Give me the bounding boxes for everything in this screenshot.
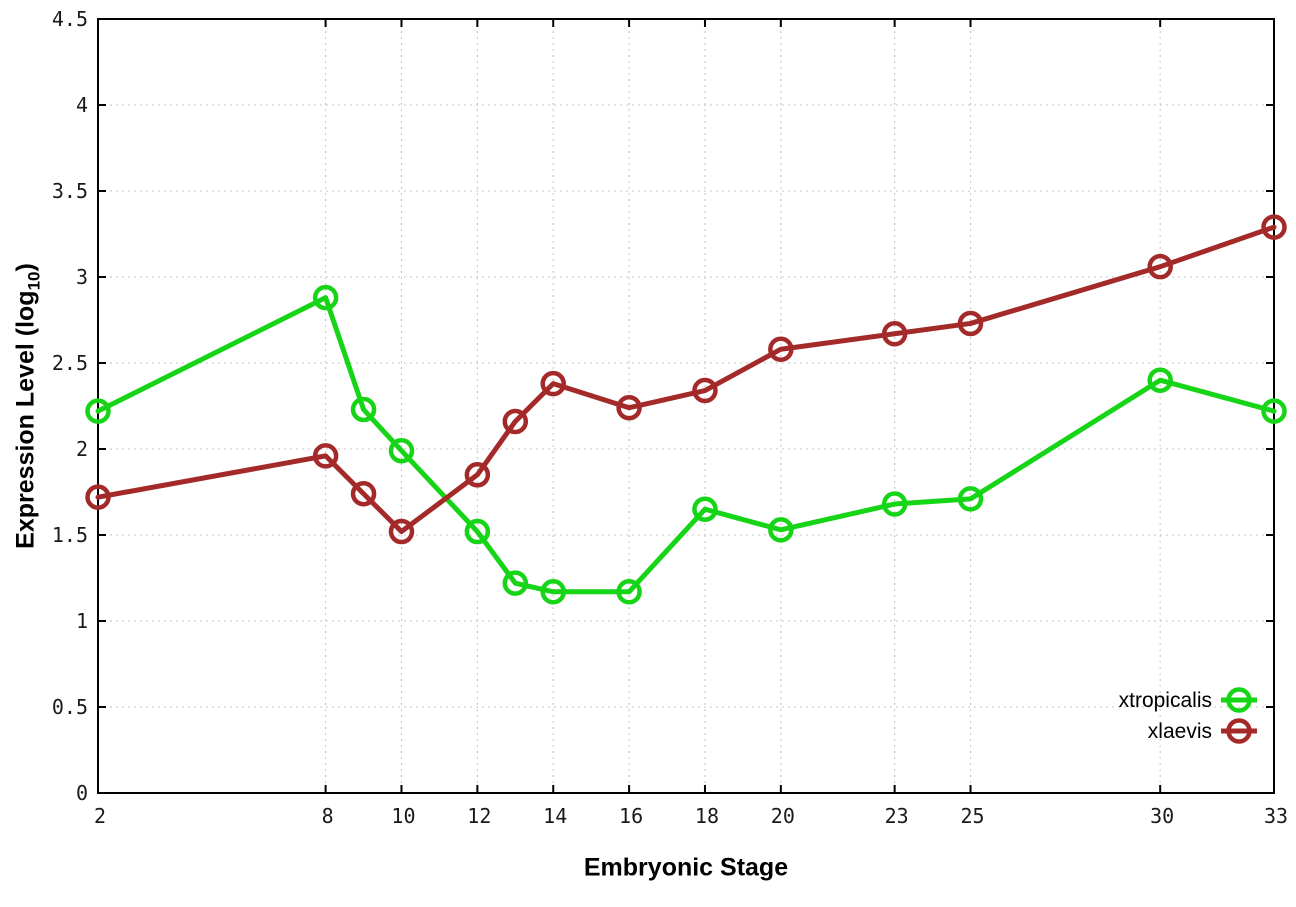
plot-border: [97, 18, 1275, 794]
data-point-xtropicalis: [881, 491, 908, 517]
data-point-xtropicalis: [502, 570, 529, 596]
data-point-xtropicalis: [616, 579, 642, 605]
x-tick-label: 33: [1264, 804, 1288, 828]
data-point-xtropicalis: [957, 486, 984, 512]
legend-label-xtropicalis: xtropicalis: [1119, 689, 1212, 712]
y-axis-title: Expression Level (log10): [11, 263, 44, 549]
x-tick-label: 14: [543, 804, 567, 828]
data-point-xlaevis: [464, 462, 491, 488]
y-axis-title-text: Expression Level (log: [11, 290, 40, 549]
y-tick-label: 1.5: [52, 523, 88, 547]
data-point-xlaevis: [1261, 214, 1287, 240]
data-point-xtropicalis: [312, 284, 339, 311]
x-axis-title: Embryonic Stage: [583, 853, 789, 882]
y-tick-label: 3: [76, 265, 88, 289]
data-point-xtropicalis: [1147, 367, 1173, 393]
x-tick-label: 18: [695, 804, 719, 828]
data-point-xtropicalis: [768, 517, 794, 543]
y-tick-label: 3.5: [52, 179, 88, 203]
data-point-xlaevis: [502, 408, 529, 435]
data-point-xtropicalis: [1261, 398, 1287, 424]
series-line-xlaevis: [95, 224, 1277, 535]
data-point-xtropicalis: [85, 398, 111, 424]
x-tick-label: 8: [322, 804, 334, 828]
y-tick-label: 4: [76, 93, 88, 117]
legend-marker-xlaevis: [1226, 718, 1252, 744]
legend-label-xlaevis: xlaevis: [1148, 720, 1212, 743]
data-point-xlaevis: [768, 336, 794, 362]
x-tick-label: 20: [771, 804, 795, 828]
data-point-xtropicalis: [540, 579, 566, 605]
y-tick-label: 2: [76, 437, 88, 461]
x-tick-label: 10: [391, 804, 415, 828]
y-tick-label: 1: [76, 609, 88, 633]
series-line-xtropicalis: [95, 295, 1277, 595]
y-axis-title-suffix: ): [11, 263, 40, 272]
data-point-xtropicalis: [692, 496, 718, 522]
x-tick-label: 16: [619, 804, 643, 828]
x-tick-label: 25: [960, 804, 984, 828]
data-point-xlaevis: [616, 394, 642, 421]
data-point-xtropicalis: [350, 396, 377, 423]
legend-marker-xtropicalis: [1226, 687, 1252, 713]
x-tick-label: 2: [94, 804, 106, 828]
x-tick-label: 23: [885, 804, 909, 828]
data-point-xtropicalis: [388, 437, 415, 464]
data-point-xlaevis: [692, 377, 718, 404]
x-tick-label: 30: [1150, 804, 1174, 828]
data-point-xlaevis: [312, 443, 339, 469]
y-axis-title-subscript: 10: [24, 271, 44, 291]
data-point-xtropicalis: [464, 518, 491, 545]
data-point-xlaevis: [881, 321, 908, 347]
y-tick-label: 2.5: [52, 351, 88, 375]
y-tick-label: 4.5: [52, 7, 88, 31]
y-tick-label: 0: [76, 781, 88, 805]
data-point-xlaevis: [388, 518, 415, 545]
data-point-xlaevis: [350, 480, 377, 507]
data-point-xlaevis: [540, 370, 566, 397]
data-point-xlaevis: [1147, 253, 1173, 280]
x-tick-label: 12: [467, 804, 491, 828]
data-point-xlaevis: [85, 484, 111, 510]
data-point-xlaevis: [957, 310, 984, 337]
y-tick-label: 0.5: [52, 695, 88, 719]
